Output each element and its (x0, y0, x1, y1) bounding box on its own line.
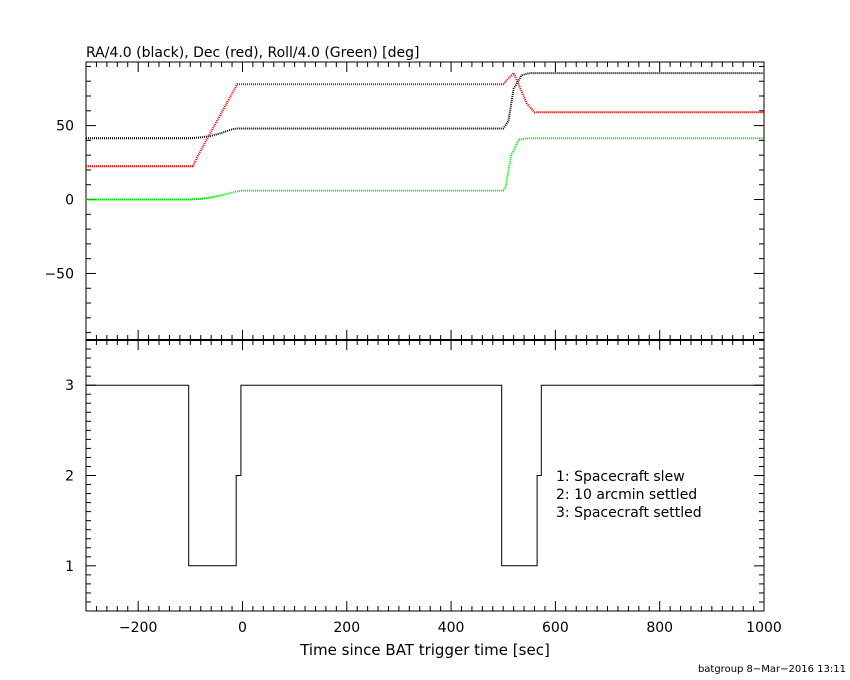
top-minor-ticks (85, 62, 764, 340)
status-step-line (86, 384, 764, 567)
bottom-minor-ticks (85, 340, 764, 611)
x-tick-label: 1000 (746, 620, 782, 636)
top-series (86, 71, 764, 201)
top-panel: −50 0 50 RA/4.0 (black), Dec (red), Roll/4… (44, 45, 765, 341)
footer-credit: batgroup 8−Mar−2016 13:11 (698, 664, 846, 675)
x-axis-label: Time since BAT trigger time [sec] (299, 641, 550, 659)
x-tick-label: 400 (438, 620, 465, 636)
legend-entry-3: 3: Spacecraft settled (556, 505, 702, 521)
top-ytick-labels: −50 0 50 (44, 119, 74, 283)
top-plot-frame (85, 61, 765, 341)
series-line-3 (86, 137, 764, 201)
x-tick-label: 200 (333, 620, 360, 636)
y-tick-label: 2 (65, 469, 74, 485)
bottom-series (86, 384, 764, 567)
x-tick-label: 800 (646, 620, 673, 636)
y-tick-label: 1 (65, 559, 74, 575)
x-tick-label: 0 (238, 620, 247, 636)
top-chart-title: RA/4.0 (black), Dec (red), Roll/4.0 (Gre… (86, 45, 419, 61)
x-tick-label: 600 (542, 620, 569, 636)
legend-entry-1: 1: Spacecraft slew (556, 469, 685, 485)
series-line-1 (86, 72, 764, 140)
y-tick-label: 0 (65, 193, 74, 209)
y-tick-label: 50 (56, 119, 74, 135)
series-line-2 (86, 71, 764, 168)
y-tick-label: −50 (44, 266, 74, 282)
bottom-panel: 1 2 3 −200 0 200 400 600 800 1000 1: Spacecraft … (65, 339, 782, 659)
bottom-xtick-labels: −200 0 200 400 600 800 1000 (119, 620, 782, 636)
bottom-ytick-labels: 1 2 3 (65, 378, 74, 575)
y-tick-label: 3 (65, 378, 74, 394)
legend-entry-2: 2: 10 arcmin settled (556, 487, 697, 503)
x-tick-label: −200 (119, 620, 157, 636)
top-major-ticks (86, 62, 765, 340)
